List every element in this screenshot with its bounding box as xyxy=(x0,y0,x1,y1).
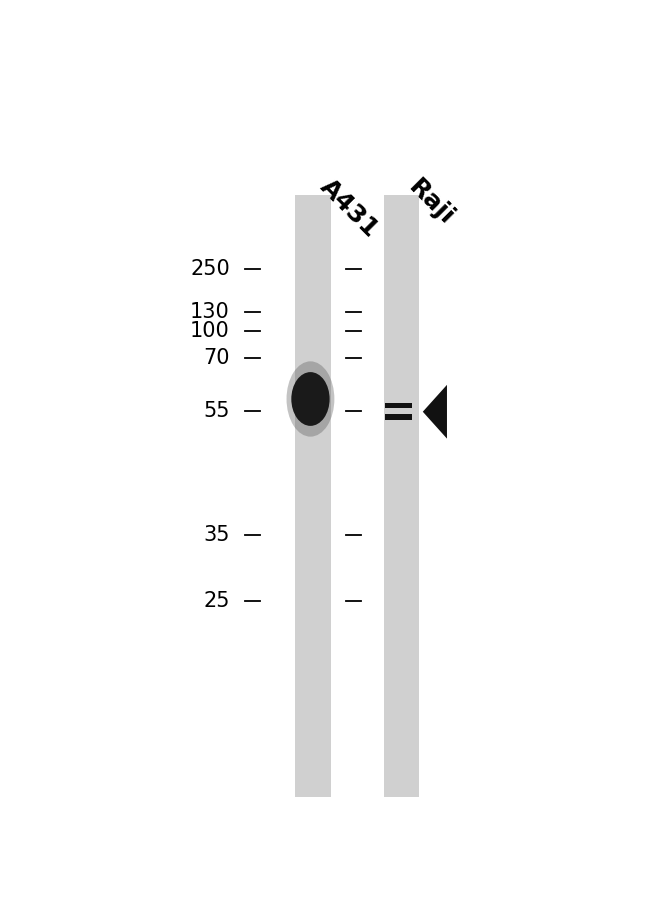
Text: Raji: Raji xyxy=(404,175,458,230)
Text: 35: 35 xyxy=(203,525,230,545)
Ellipse shape xyxy=(291,372,330,425)
Text: 25: 25 xyxy=(203,591,230,610)
Bar xyxy=(295,195,331,797)
Bar xyxy=(385,414,413,419)
Text: 100: 100 xyxy=(190,321,230,341)
Text: 250: 250 xyxy=(190,259,230,279)
Bar xyxy=(384,195,419,797)
Text: 70: 70 xyxy=(203,348,230,368)
Text: 130: 130 xyxy=(190,302,230,322)
Text: 55: 55 xyxy=(203,401,230,421)
Text: A431: A431 xyxy=(315,175,383,243)
Polygon shape xyxy=(422,385,447,438)
Ellipse shape xyxy=(287,361,334,437)
Bar xyxy=(385,403,413,408)
